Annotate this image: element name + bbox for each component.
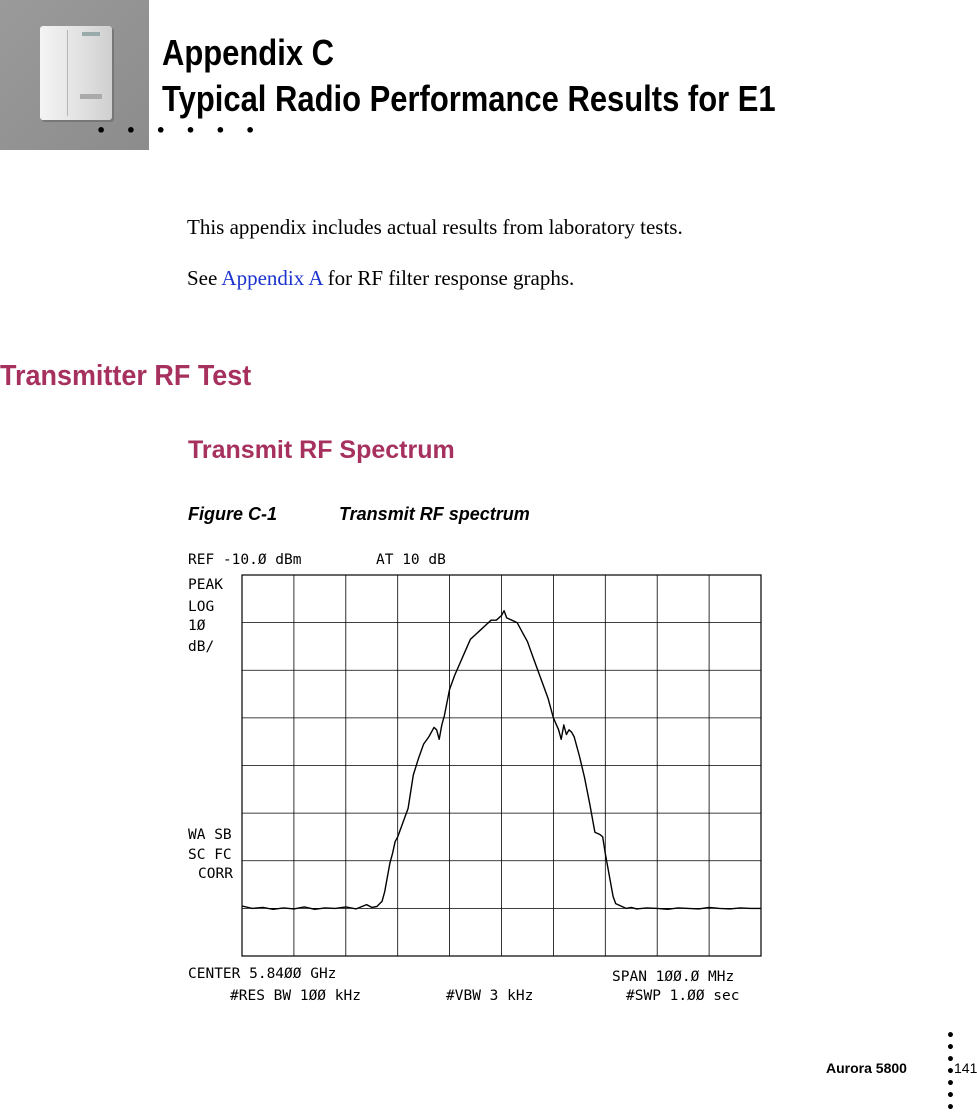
flag-label-2: SC FC	[188, 847, 232, 863]
device-seam	[67, 30, 68, 116]
mode-label-3: 1Ø	[188, 618, 206, 634]
title-line-1: Appendix C	[162, 32, 335, 73]
rbw-label: #RES BW 1ØØ kHz	[230, 988, 361, 1004]
ref-level-label: REF -10.Ø dBm	[188, 552, 302, 568]
intro-paragraph: This appendix includes actual results fr…	[187, 215, 683, 239]
mode-label-2: LOG	[188, 599, 214, 615]
appendix-a-link[interactable]: Appendix A	[221, 266, 323, 290]
footer-dot: •	[946, 1052, 955, 1068]
footer-dots: • • • • • • •	[946, 1028, 956, 1116]
page-number: 141	[954, 1060, 977, 1076]
see-paragraph: See Appendix A for RF filter response gr…	[187, 266, 574, 291]
device-label	[80, 94, 102, 99]
flag-label-3: CORR	[198, 866, 233, 882]
figure-caption: Figure C-1 Transmit RF spectrum	[188, 504, 530, 525]
footer-dot: •	[946, 1064, 955, 1080]
trace-layer	[241, 609, 761, 910]
vbw-label: #VBW 3 kHz	[446, 988, 533, 1004]
sweep-label: #SWP 1.ØØ sec	[626, 988, 740, 1004]
footer-dot: •	[946, 1088, 955, 1104]
mode-label-4: dB/	[188, 639, 214, 655]
radio-unit-icon	[40, 26, 112, 120]
attenuation-label: AT 10 dB	[376, 552, 446, 568]
spectrum-chart: REF -10.Ø dBm AT 10 dB PEAK LOG 1Ø dB/ W…	[188, 552, 762, 1004]
decorative-dots: • • • • • •	[96, 121, 263, 140]
footer-dot: •	[946, 1100, 955, 1116]
center-frequency-label: CENTER 5.84ØØ GHz	[188, 966, 336, 982]
product-image	[0, 0, 149, 150]
footer-product: Aurora 5800	[826, 1060, 907, 1076]
footer-dot: •	[946, 1040, 955, 1056]
see-suffix: for RF filter response graphs.	[322, 266, 575, 290]
figure-number: Figure C-1	[188, 504, 278, 524]
title-line-2: Typical Radio Performance Results for E1	[162, 78, 776, 119]
mode-label-1: PEAK	[188, 577, 223, 593]
subsection-heading: Transmit RF Spectrum	[188, 436, 455, 464]
footer-dot: •	[946, 1028, 955, 1044]
spectrum-trace	[241, 609, 761, 910]
see-prefix: See	[187, 266, 222, 290]
footer-dot: •	[946, 1076, 955, 1092]
chart-grid	[241, 574, 762, 957]
figure-title: Transmit RF spectrum	[339, 504, 530, 524]
span-label: SPAN 1ØØ.Ø MHz	[612, 969, 734, 985]
device-badge	[82, 32, 100, 36]
page-title: Appendix C Typical Radio Performance Res…	[162, 30, 776, 122]
flag-label-1: WA SB	[188, 827, 232, 843]
section-heading: Transmitter RF Test	[0, 360, 252, 392]
